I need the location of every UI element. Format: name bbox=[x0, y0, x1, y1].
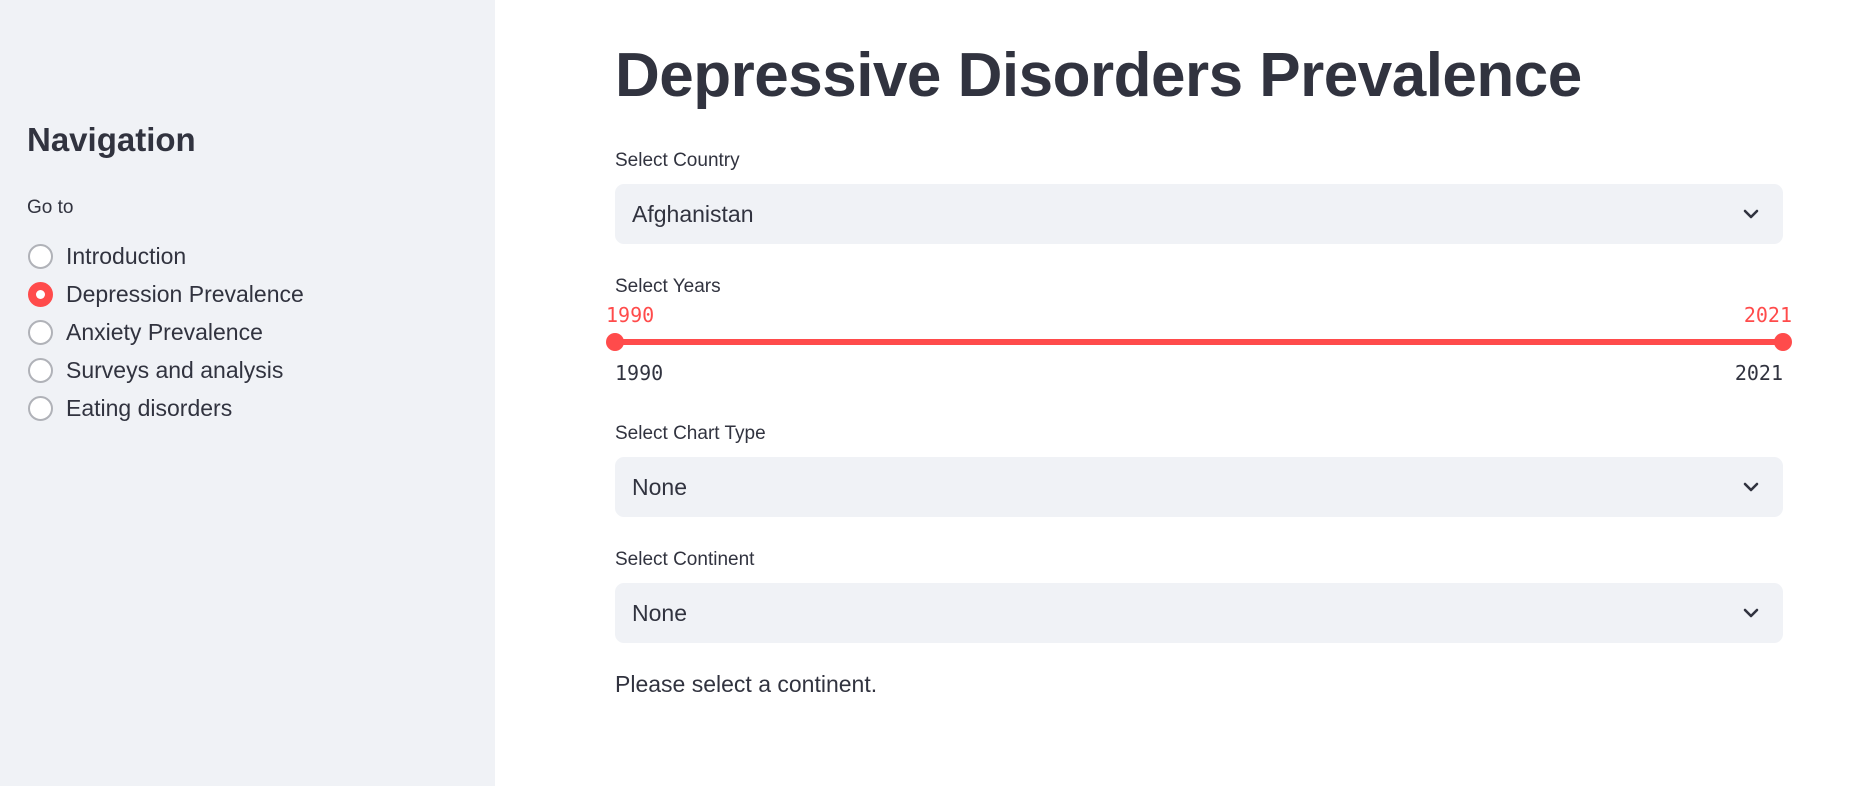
radio-option-depression-prevalence[interactable]: Depression Prevalence bbox=[28, 275, 304, 313]
continent-select[interactable]: None bbox=[615, 583, 1783, 643]
radio-circle-icon[interactable] bbox=[28, 395, 53, 421]
chart-type-select-value: None bbox=[632, 473, 687, 500]
chevron-down-icon bbox=[1743, 608, 1759, 618]
radio-option-surveys-and-analysis[interactable]: Surveys and analysis bbox=[28, 351, 304, 389]
sidebar: Navigation Go to Introduction Depression… bbox=[0, 0, 495, 786]
radio-circle-icon[interactable] bbox=[28, 357, 53, 383]
radio-option-label: Introduction bbox=[66, 242, 187, 269]
sidebar-title: Navigation bbox=[27, 121, 196, 158]
country-select-label: Select Country bbox=[615, 150, 740, 171]
years-slider-label: Select Years bbox=[615, 276, 721, 297]
slider-max-label: 2021 bbox=[1734, 361, 1783, 385]
continent-select-label: Select Continent bbox=[615, 549, 755, 570]
chart-type-select-label: Select Chart Type bbox=[615, 423, 766, 444]
radio-circle-icon[interactable] bbox=[28, 319, 53, 345]
country-select-value: Afghanistan bbox=[632, 200, 754, 227]
radio-option-eating-disorders[interactable]: Eating disorders bbox=[28, 389, 304, 427]
chevron-down-icon bbox=[1743, 209, 1759, 219]
radio-circle-checked-icon[interactable] bbox=[28, 281, 53, 307]
slider-track[interactable] bbox=[615, 339, 1783, 345]
slider-start-thumb[interactable] bbox=[606, 333, 624, 351]
info-message: Please select a continent. bbox=[615, 671, 878, 697]
radio-option-label: Anxiety Prevalence bbox=[66, 318, 263, 345]
radio-option-label: Depression Prevalence bbox=[66, 280, 304, 307]
chevron-down-icon bbox=[1743, 482, 1759, 492]
chart-type-select[interactable]: None bbox=[615, 457, 1783, 517]
slider-min-label: 1990 bbox=[615, 361, 664, 385]
slider-end-value: 2021 bbox=[1743, 303, 1792, 327]
radio-option-anxiety-prevalence[interactable]: Anxiety Prevalence bbox=[28, 313, 304, 351]
radio-circle-icon[interactable] bbox=[28, 243, 53, 269]
radio-option-label: Eating disorders bbox=[66, 394, 233, 421]
radio-option-introduction[interactable]: Introduction bbox=[28, 237, 304, 275]
country-select[interactable]: Afghanistan bbox=[615, 184, 1783, 244]
radio-group-label: Go to bbox=[27, 197, 74, 218]
page-title: Depressive Disorders Prevalence bbox=[615, 41, 1582, 110]
continent-select-value: None bbox=[632, 599, 687, 626]
slider-start-value: 1990 bbox=[606, 303, 655, 327]
years-range-slider[interactable]: 1990 2021 1990 2021 bbox=[606, 300, 1792, 400]
radio-option-label: Surveys and analysis bbox=[66, 356, 284, 383]
navigation-radio-group: Introduction Depression Prevalence Anxie… bbox=[28, 237, 304, 427]
slider-end-thumb[interactable] bbox=[1774, 333, 1792, 351]
